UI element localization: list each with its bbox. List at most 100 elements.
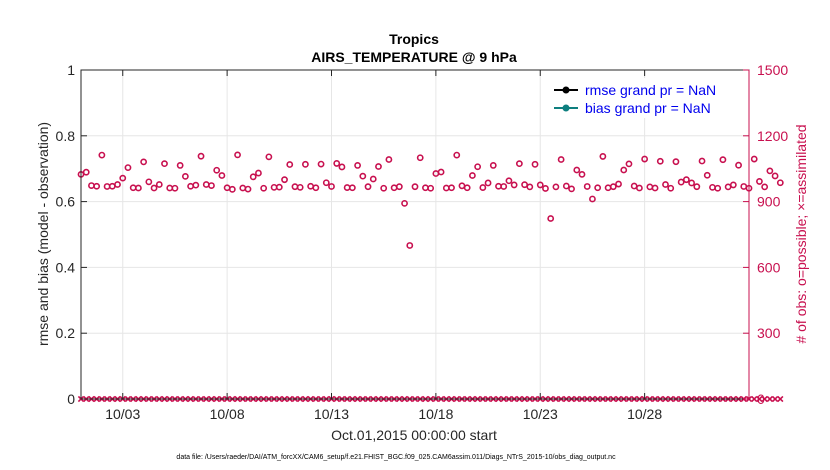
possible-obs-point xyxy=(249,173,257,181)
possible-obs-point xyxy=(437,168,445,176)
possible-obs-point xyxy=(479,184,487,191)
possible-obs-point xyxy=(411,183,419,191)
possible-obs-point xyxy=(474,163,482,171)
possible-obs-point xyxy=(181,172,189,180)
right-y-tick-label: 1200 xyxy=(757,128,788,144)
chart-title-line2: AIRS_TEMPERATURE @ 9 hPa xyxy=(311,49,517,65)
legend-bias-label: bias grand pr = NaN xyxy=(585,100,711,116)
legend: rmse grand pr = NaN bias grand pr = NaN xyxy=(548,78,744,118)
possible-obs-point xyxy=(98,151,106,159)
possible-obs-point xyxy=(667,184,675,192)
legend-bias-marker xyxy=(562,104,570,112)
possible-obs-point xyxy=(124,164,132,172)
possible-obs-point xyxy=(119,174,127,182)
possible-obs-point xyxy=(155,181,163,188)
possible-obs-point xyxy=(135,184,142,192)
possible-obs-point xyxy=(359,172,367,180)
possible-obs-point xyxy=(620,166,628,174)
possible-obs-point xyxy=(385,156,393,163)
possible-obs-point xyxy=(296,183,304,191)
possible-obs-point xyxy=(552,183,560,191)
possible-obs-point xyxy=(93,182,101,190)
possible-obs-point xyxy=(192,181,200,189)
possible-obs-point xyxy=(322,179,330,187)
data-layer xyxy=(77,151,784,403)
assimilated-obs-point xyxy=(756,395,763,403)
possible-obs-point xyxy=(463,184,471,192)
possible-obs-point xyxy=(568,185,575,193)
possible-obs-point xyxy=(547,215,555,222)
legend-rmse-marker xyxy=(562,86,570,94)
possible-obs-point xyxy=(208,182,215,189)
possible-obs-point xyxy=(317,160,325,168)
possible-obs-point xyxy=(625,160,633,168)
data-file-footer: data file: /Users/raeder/DAI/ATM_forcXX/… xyxy=(176,454,616,461)
possible-obs-point xyxy=(599,153,607,160)
possible-obs-point xyxy=(275,183,283,191)
left-y-axis-label: rmse and bias (model - observation) xyxy=(35,122,51,346)
chart-title-line1: Tropics xyxy=(389,31,439,47)
x-tick-label: 10/23 xyxy=(523,406,558,422)
possible-obs-point xyxy=(531,160,539,168)
possible-obs-point xyxy=(521,181,528,189)
possible-obs-point xyxy=(150,184,158,192)
right-y-tick-label: 300 xyxy=(757,325,781,341)
possible-obs-point xyxy=(161,160,168,168)
possible-obs-point xyxy=(244,185,252,193)
possible-obs-point xyxy=(677,178,685,186)
possible-obs-point xyxy=(375,163,382,170)
possible-obs-point xyxy=(265,153,273,161)
right-y-tick-label: 900 xyxy=(757,194,781,210)
possible-obs-point xyxy=(176,162,184,169)
possible-obs-point xyxy=(735,161,742,169)
possible-obs-point xyxy=(641,155,649,163)
left-y-tick-label: 1 xyxy=(67,62,75,78)
possible-obs-point xyxy=(776,179,784,187)
possible-obs-point xyxy=(562,182,570,190)
possible-obs-point xyxy=(286,161,294,168)
left-y-tick-label: 0.4 xyxy=(56,259,76,275)
possible-obs-point xyxy=(338,163,346,171)
possible-obs-point xyxy=(114,181,121,188)
left-y-tick-label: 0.6 xyxy=(56,194,76,210)
possible-obs-point xyxy=(171,184,179,192)
possible-obs-point xyxy=(281,176,288,184)
possible-obs-point xyxy=(500,183,508,190)
possible-obs-point xyxy=(542,185,549,192)
possible-obs-point xyxy=(453,151,461,159)
possible-obs-point xyxy=(594,184,602,192)
possible-obs-point xyxy=(395,183,403,191)
possible-obs-point xyxy=(469,172,476,179)
possible-obs-point xyxy=(260,184,268,192)
possible-obs-point xyxy=(302,160,309,168)
possible-obs-point xyxy=(448,184,455,192)
possible-obs-point xyxy=(140,158,148,166)
possible-obs-point xyxy=(615,180,622,188)
possible-obs-point xyxy=(364,183,372,191)
possible-obs-point xyxy=(369,175,377,183)
possible-obs-point xyxy=(218,172,226,179)
possible-obs-point xyxy=(693,183,701,191)
possible-obs-point xyxy=(636,184,643,192)
plot-area xyxy=(81,70,749,399)
possible-obs-point xyxy=(557,156,565,163)
assimilated-obs-point xyxy=(777,395,784,403)
possible-obs-point xyxy=(333,160,341,167)
possible-obs-point xyxy=(662,181,669,188)
left-y-tick-label: 0 xyxy=(67,391,75,407)
possible-obs-point xyxy=(489,162,497,169)
possible-obs-point xyxy=(82,168,90,176)
possible-obs-point xyxy=(656,157,664,165)
x-axis-label: Oct.01,2015 00:00:00 start xyxy=(331,427,497,443)
right-y-tick-label: 600 xyxy=(757,259,781,275)
possible-obs-point xyxy=(698,157,706,165)
possible-obs-point xyxy=(255,169,262,177)
possible-obs-point xyxy=(197,152,205,160)
possible-obs-point xyxy=(714,184,722,192)
possible-obs-point xyxy=(672,158,680,166)
possible-obs-point xyxy=(589,195,596,203)
possible-obs-point xyxy=(234,151,241,159)
left-y-tick-label: 0.2 xyxy=(56,325,76,341)
possible-obs-point xyxy=(348,184,356,192)
possible-obs-point xyxy=(484,179,492,187)
